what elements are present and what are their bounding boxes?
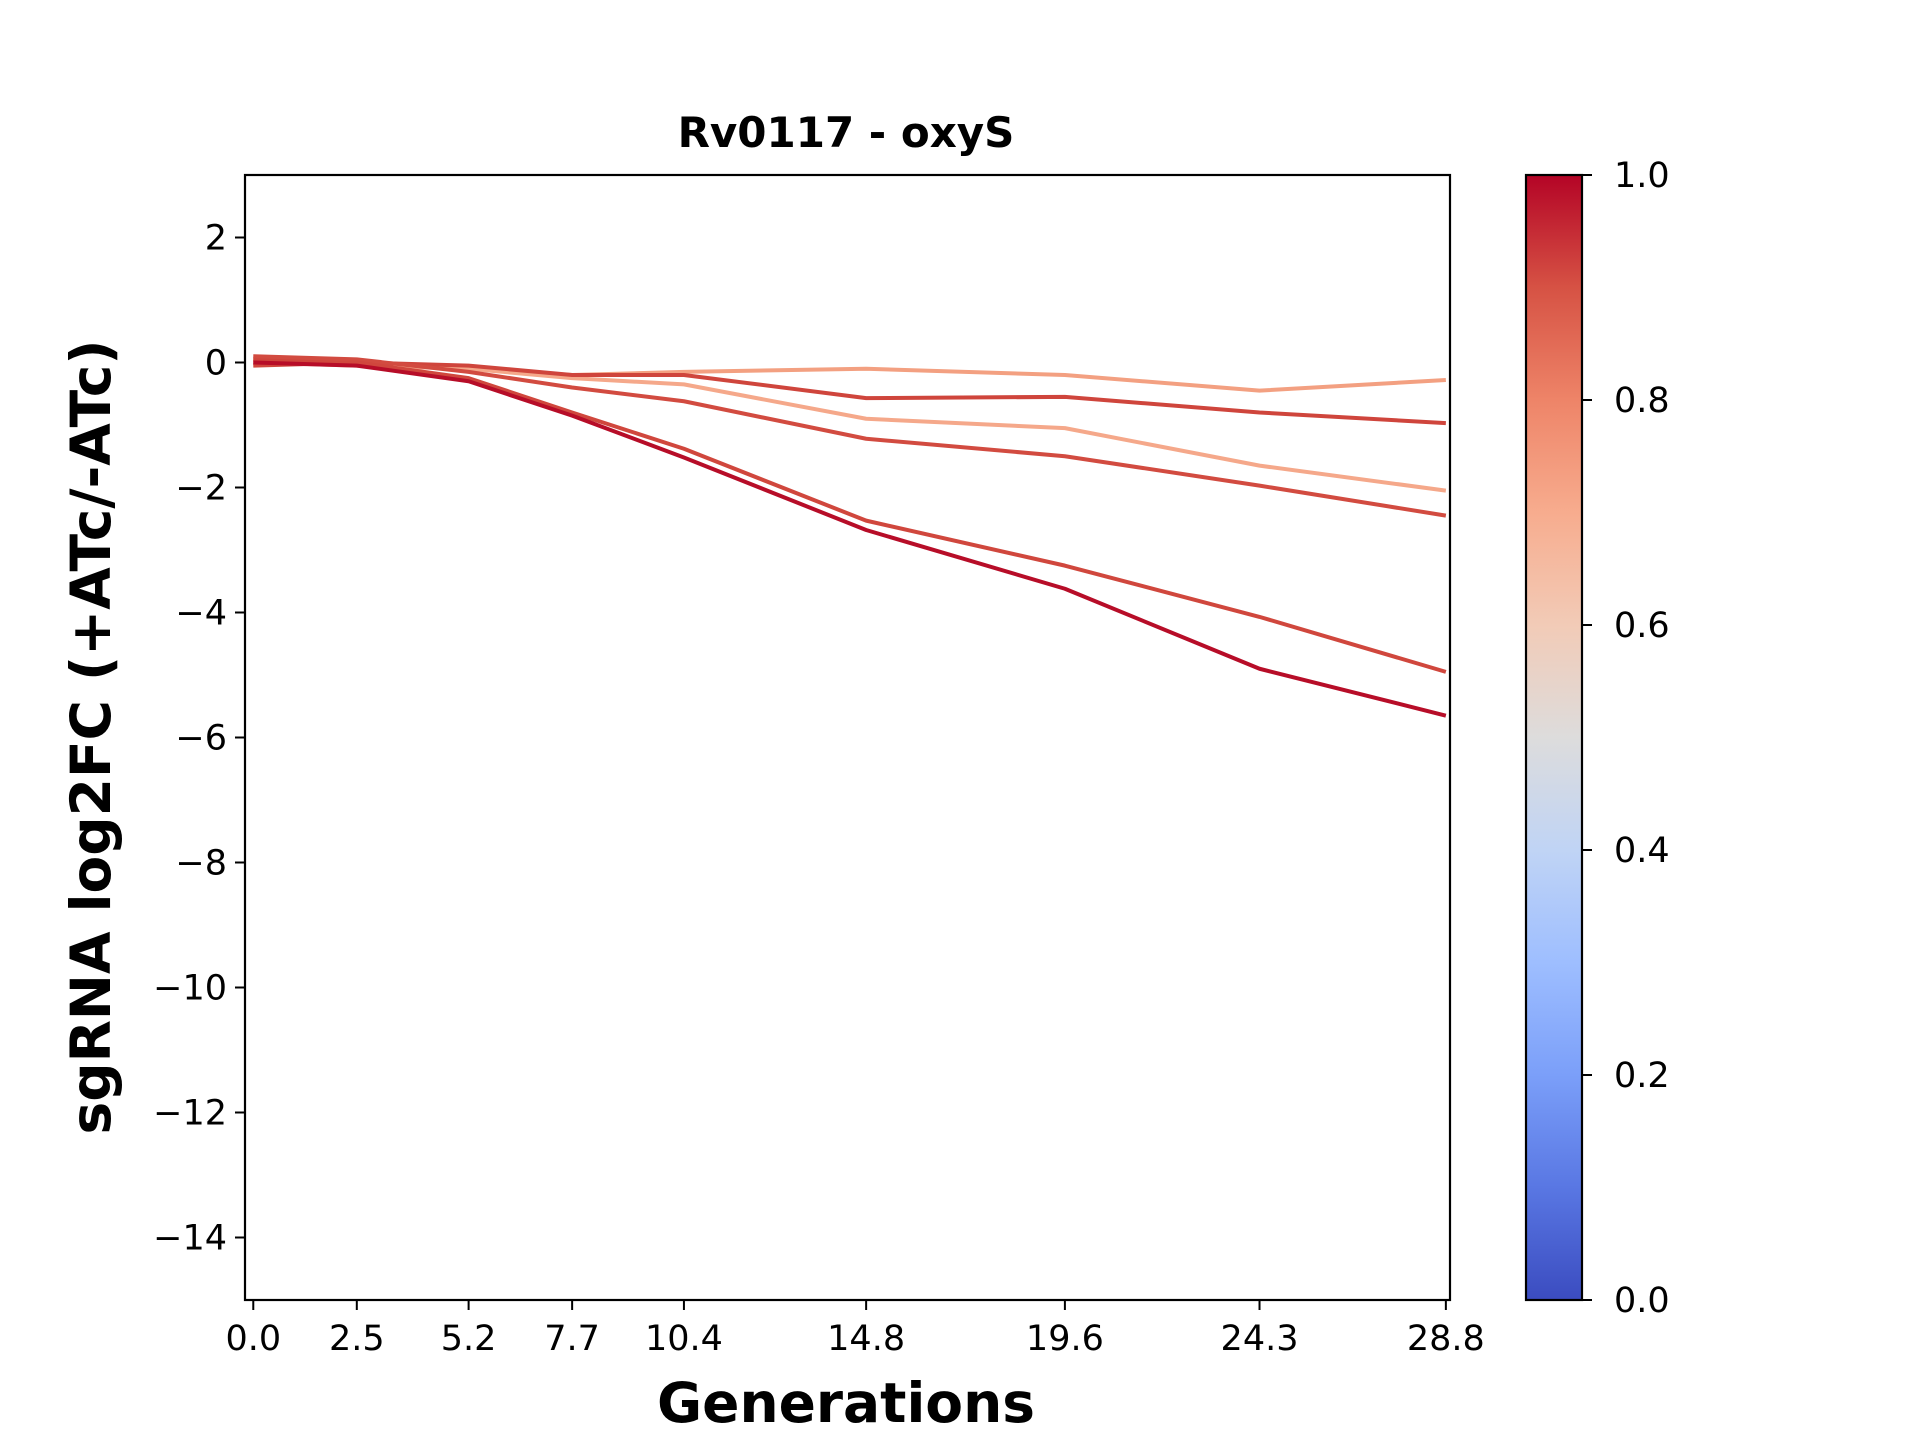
series-line-2 [253, 360, 1447, 493]
chart-title: Rv0117 - oxyS [678, 108, 1015, 157]
series-line-6 [253, 360, 1447, 718]
colorbar-tick-label: 0.4 [1614, 831, 1670, 871]
y-tick-label: −12 [153, 1094, 227, 1134]
y-tick-label: −4 [175, 594, 227, 634]
x-axis-label: Generations [657, 1371, 1035, 1435]
colorbar-tick-label: 0.8 [1614, 381, 1670, 421]
series-line-4 [253, 354, 1447, 518]
colorbar-axis: 0.0 0.2 0.4 0.6 0.8 1.0 [1582, 156, 1670, 1321]
colorbar-tick-label: 1.0 [1614, 156, 1670, 196]
x-axis: 0.0 2.5 5.2 7.7 10.4 14.8 19.6 24.3 28.8 [225, 1300, 1485, 1359]
colorbar [1524, 173, 1584, 1302]
y-tick-label: −2 [175, 469, 227, 509]
y-tick-label: −14 [153, 1219, 227, 1259]
x-tick-label: 14.8 [827, 1319, 905, 1359]
x-tick-label: 5.2 [441, 1319, 497, 1359]
x-tick-label: 0.0 [225, 1319, 281, 1359]
x-tick-label: 2.5 [329, 1319, 385, 1359]
colorbar-tick-label: 0.6 [1614, 606, 1670, 646]
y-tick-label: −8 [175, 844, 227, 884]
series-layer [253, 354, 1447, 718]
y-tick-label: 2 [205, 219, 227, 259]
x-tick-label: 19.6 [1026, 1319, 1104, 1359]
x-tick-label: 7.7 [544, 1319, 600, 1359]
x-tick-label: 10.4 [645, 1319, 723, 1359]
y-tick-label: −10 [153, 969, 227, 1009]
y-axis-label: sgRNA log2FC (+ATc/-ATc) [59, 339, 123, 1134]
x-tick-label: 24.3 [1221, 1319, 1299, 1359]
y-axis: 2 0 −2 −4 −6 −8 −10 −12 −14 [153, 219, 245, 1259]
y-tick-label: 0 [205, 344, 227, 384]
y-tick-label: −6 [175, 719, 227, 759]
colorbar-tick-label: 0.2 [1614, 1056, 1670, 1096]
plot-frame [243, 173, 1452, 1302]
series-line-5 [253, 360, 1447, 674]
colorbar-tick-label: 0.0 [1614, 1281, 1670, 1321]
x-tick-label: 28.8 [1407, 1319, 1485, 1359]
